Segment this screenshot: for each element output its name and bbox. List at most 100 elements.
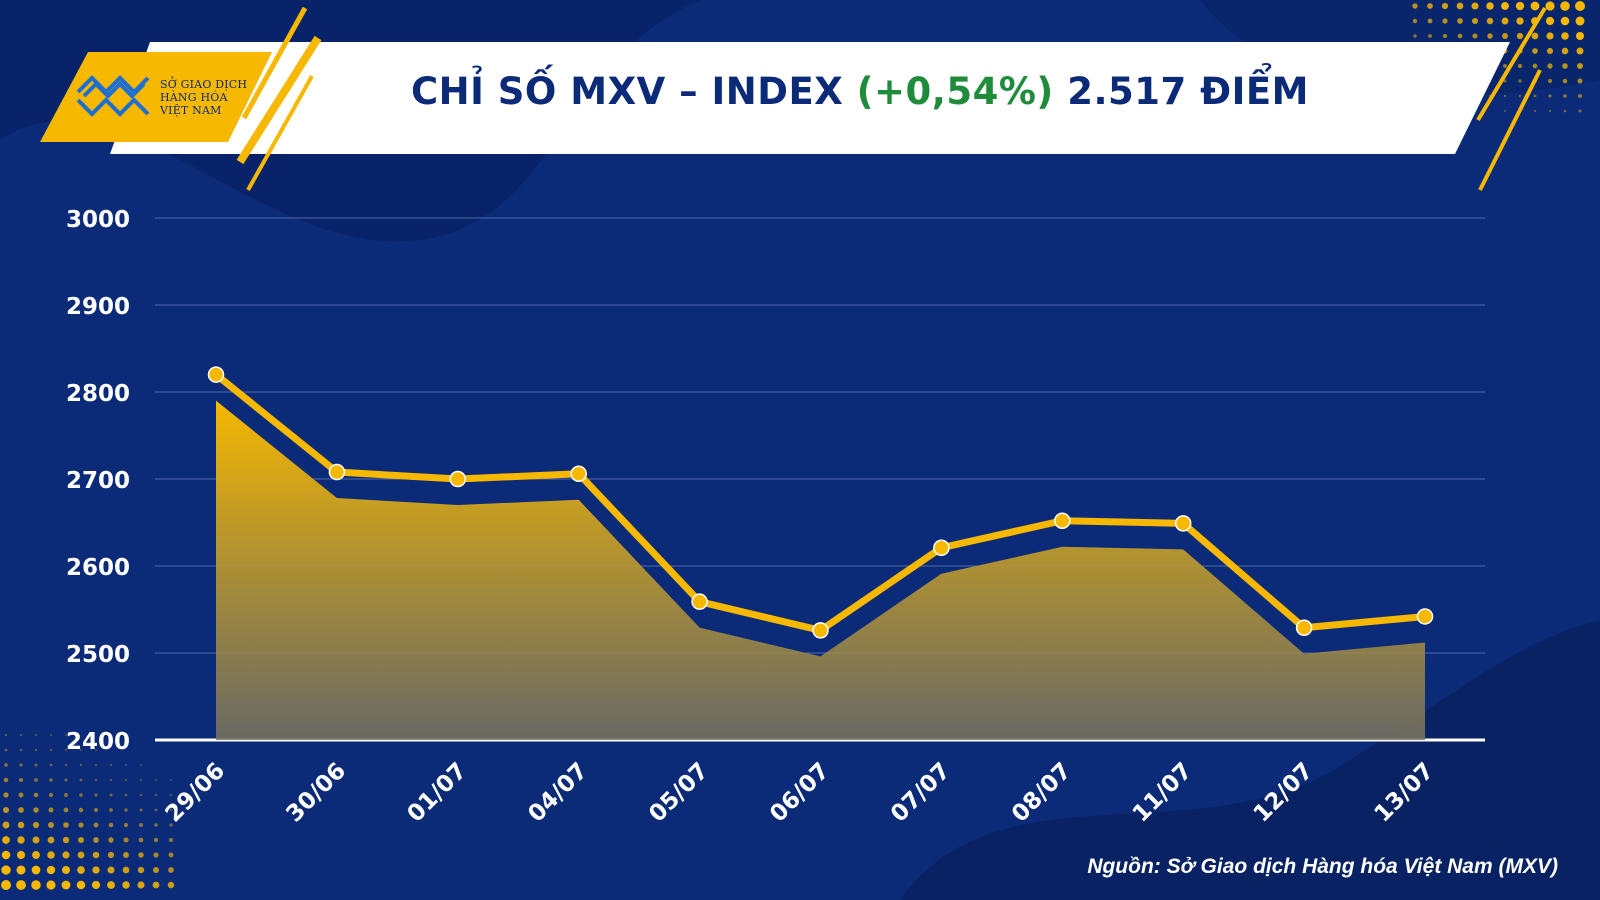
dot — [79, 748, 83, 752]
dot — [122, 881, 130, 889]
y-tick-label: 2900 — [66, 294, 130, 320]
dot — [169, 778, 173, 782]
dot — [19, 733, 23, 737]
dot — [16, 865, 26, 875]
dot — [167, 881, 175, 889]
dot — [123, 822, 129, 828]
data-point — [1416, 608, 1434, 625]
dot — [1427, 18, 1433, 24]
dot — [154, 808, 158, 812]
dot — [153, 852, 159, 858]
dot — [48, 792, 54, 798]
dot — [64, 793, 68, 797]
dot — [153, 837, 159, 843]
dot — [1562, 78, 1568, 84]
dot — [1546, 32, 1554, 40]
dot — [1503, 79, 1507, 83]
dot — [1501, 17, 1509, 25]
dot — [1456, 2, 1464, 10]
dot — [17, 821, 25, 829]
logo-plate — [40, 52, 272, 142]
dot-pattern-bottom-left — [1, 733, 175, 890]
dot — [94, 748, 98, 752]
dot — [168, 837, 174, 843]
dot — [137, 866, 145, 874]
dot — [168, 867, 174, 873]
logo-mark-icon — [76, 75, 150, 117]
dot — [1577, 78, 1583, 84]
data-point — [1054, 512, 1071, 530]
dot — [31, 865, 41, 875]
dot — [122, 866, 130, 874]
dot — [138, 852, 144, 858]
dot — [139, 778, 143, 782]
x-tick-label: 01/07 — [402, 758, 472, 828]
data-point — [1174, 515, 1192, 532]
dot — [47, 851, 55, 859]
dot — [46, 865, 56, 875]
dot — [18, 807, 24, 813]
dot — [48, 807, 54, 813]
y-tick-label: 2800 — [66, 381, 130, 407]
dot — [1533, 94, 1537, 98]
data-point — [570, 465, 587, 483]
dot — [79, 778, 83, 782]
dot — [78, 807, 84, 813]
dot — [1428, 34, 1432, 38]
dot — [4, 733, 8, 737]
dot — [94, 793, 98, 797]
dot — [18, 792, 24, 798]
dot — [47, 836, 55, 844]
logo: SỞ GIAO DỊCH HÀNG HÓA VIỆT NAM — [40, 52, 270, 142]
y-tick-label: 2700 — [66, 468, 130, 494]
dot — [1517, 63, 1523, 69]
dot — [1442, 33, 1448, 39]
dot — [123, 852, 129, 858]
dot — [1, 865, 11, 875]
dot — [76, 880, 86, 890]
dot — [1413, 34, 1417, 38]
dot — [1545, 16, 1555, 26]
dot — [78, 822, 84, 828]
dot — [1503, 64, 1507, 68]
x-tick-label: 08/07 — [1007, 758, 1077, 828]
dot — [64, 748, 68, 752]
dot — [109, 808, 113, 812]
dot — [17, 836, 25, 844]
dot — [16, 880, 26, 890]
data-point — [1295, 619, 1313, 637]
dot — [2, 836, 10, 844]
dot — [49, 763, 53, 767]
data-point — [328, 463, 346, 481]
dot — [139, 823, 143, 827]
dot — [32, 821, 40, 829]
dot — [154, 793, 158, 797]
dot — [4, 748, 8, 752]
data-point — [691, 593, 708, 610]
dot — [152, 866, 160, 874]
area-fill — [216, 400, 1425, 740]
dot — [62, 851, 70, 859]
x-tick-label: 29/06 — [161, 758, 231, 828]
dot — [139, 808, 143, 812]
dot — [1560, 1, 1570, 11]
dot — [1518, 79, 1522, 83]
x-tick-label: 05/07 — [644, 758, 714, 828]
dot — [92, 851, 100, 859]
y-tick-label: 2400 — [66, 729, 130, 755]
dot — [152, 881, 160, 889]
dot — [49, 778, 53, 782]
dot — [34, 748, 38, 752]
dot — [77, 836, 85, 844]
dot — [154, 823, 158, 827]
dot — [1548, 94, 1552, 98]
dot — [77, 866, 85, 874]
dot — [1561, 47, 1569, 55]
dot — [1563, 94, 1567, 98]
dot — [1486, 2, 1494, 10]
dot — [108, 822, 114, 828]
x-axis-ticks: 29/06 30/06 01/07 04/07 05/07 06/07 07/07 08/07… — [161, 758, 1440, 828]
dot — [1442, 18, 1448, 24]
